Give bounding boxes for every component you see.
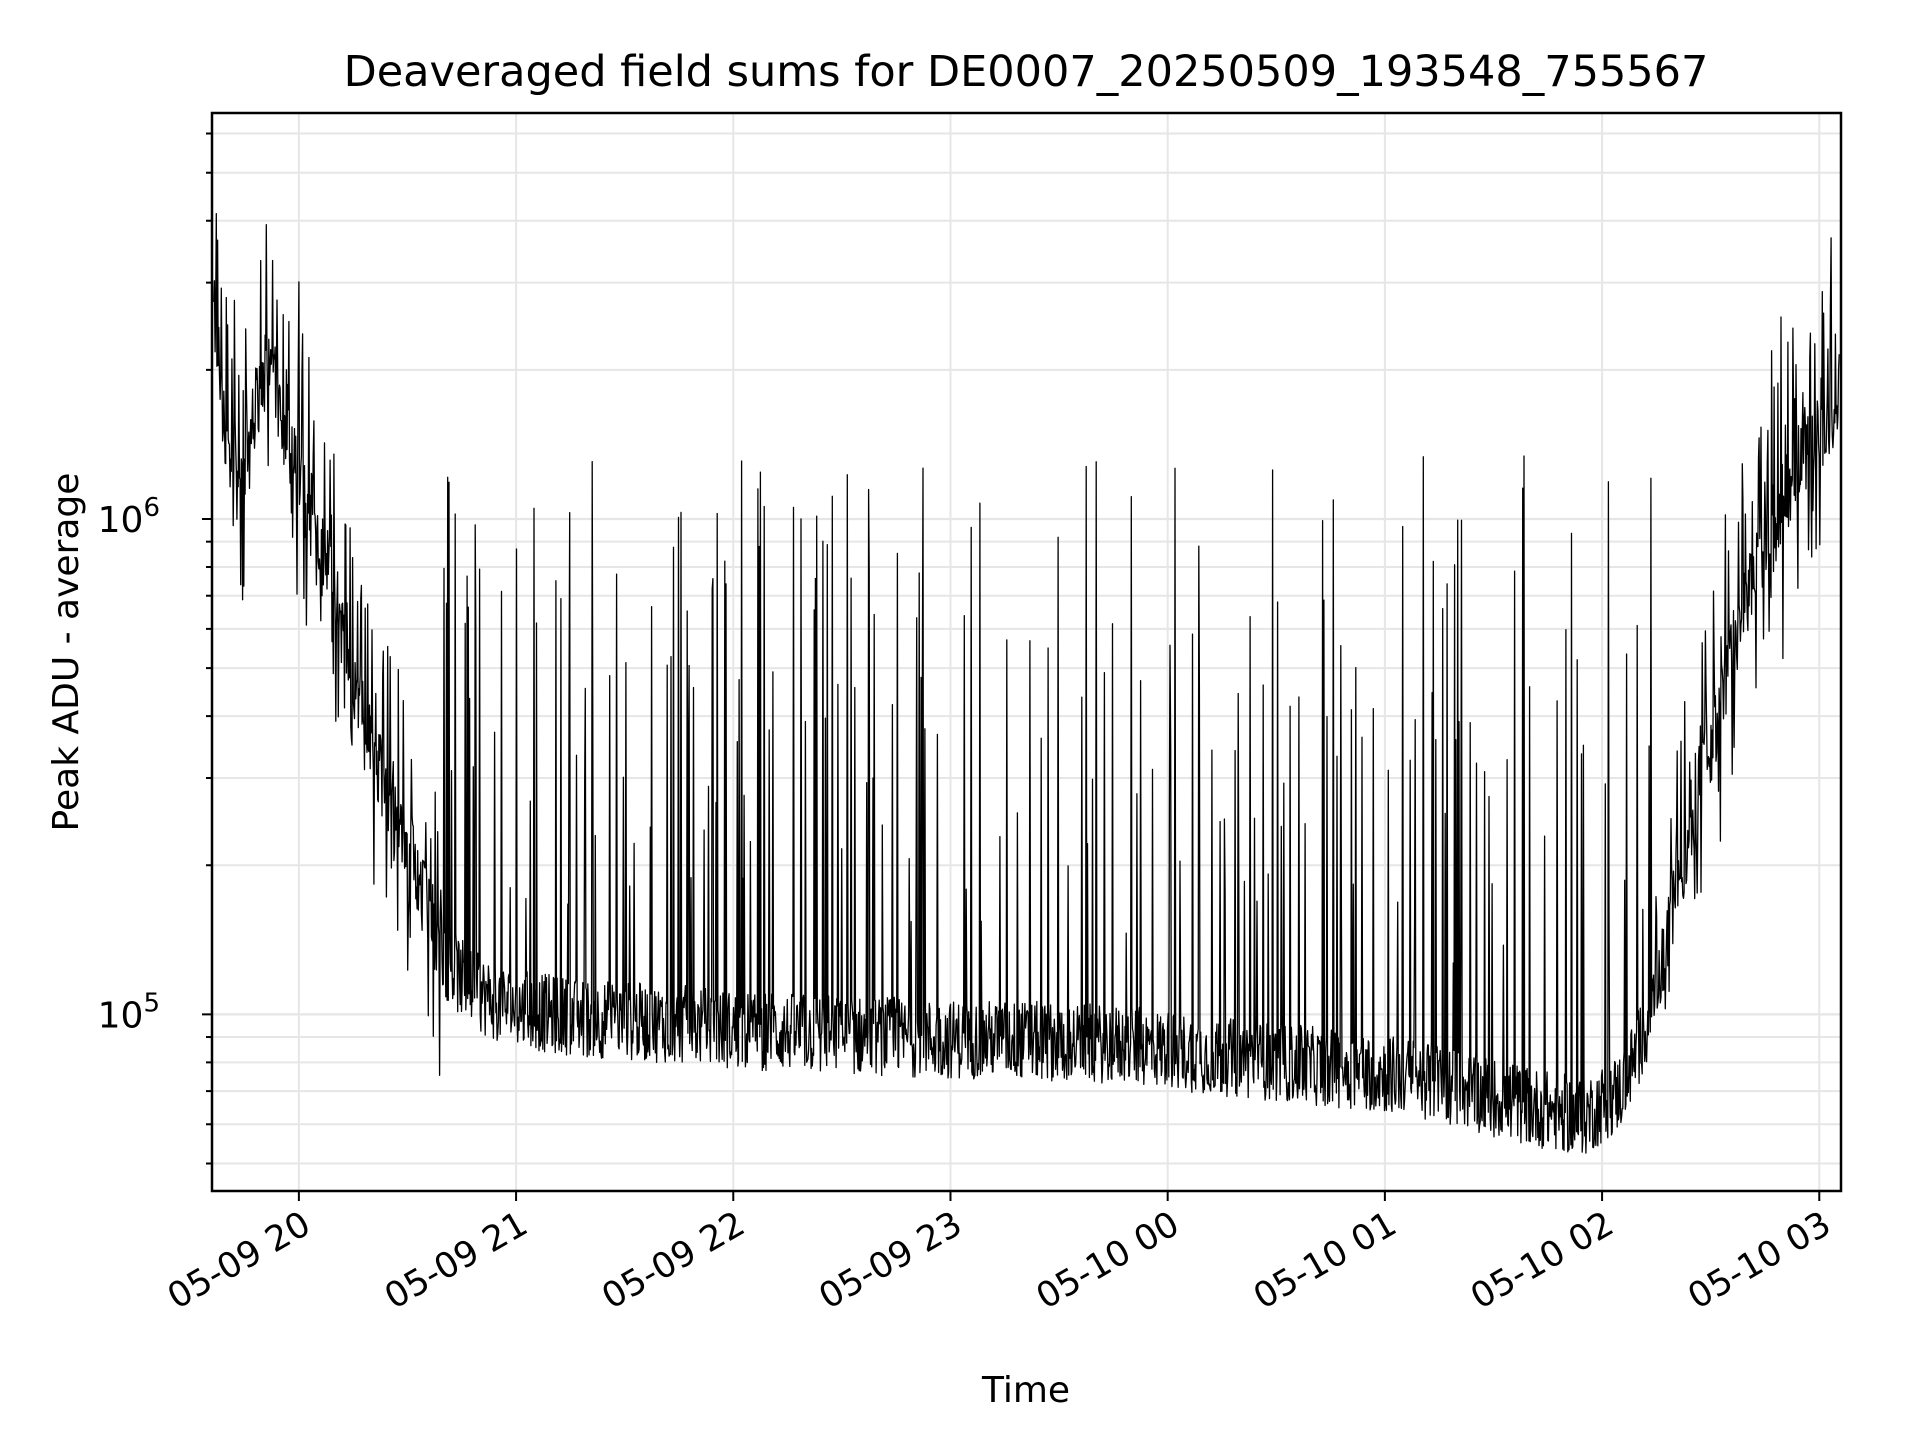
chart-title: Deaveraged field sums for DE0007_2025050…	[344, 47, 1709, 97]
series-line	[213, 212, 1840, 1154]
y-axis: 105 106	[98, 132, 212, 1165]
plot-frame	[210, 111, 1843, 1193]
data-series	[213, 212, 1840, 1154]
y-tick-label: 106	[98, 493, 160, 541]
y-tick-label: 105	[98, 988, 160, 1036]
x-axis-label: Time	[981, 1370, 1070, 1411]
y-axis-label: Peak ADU - average	[46, 473, 87, 832]
